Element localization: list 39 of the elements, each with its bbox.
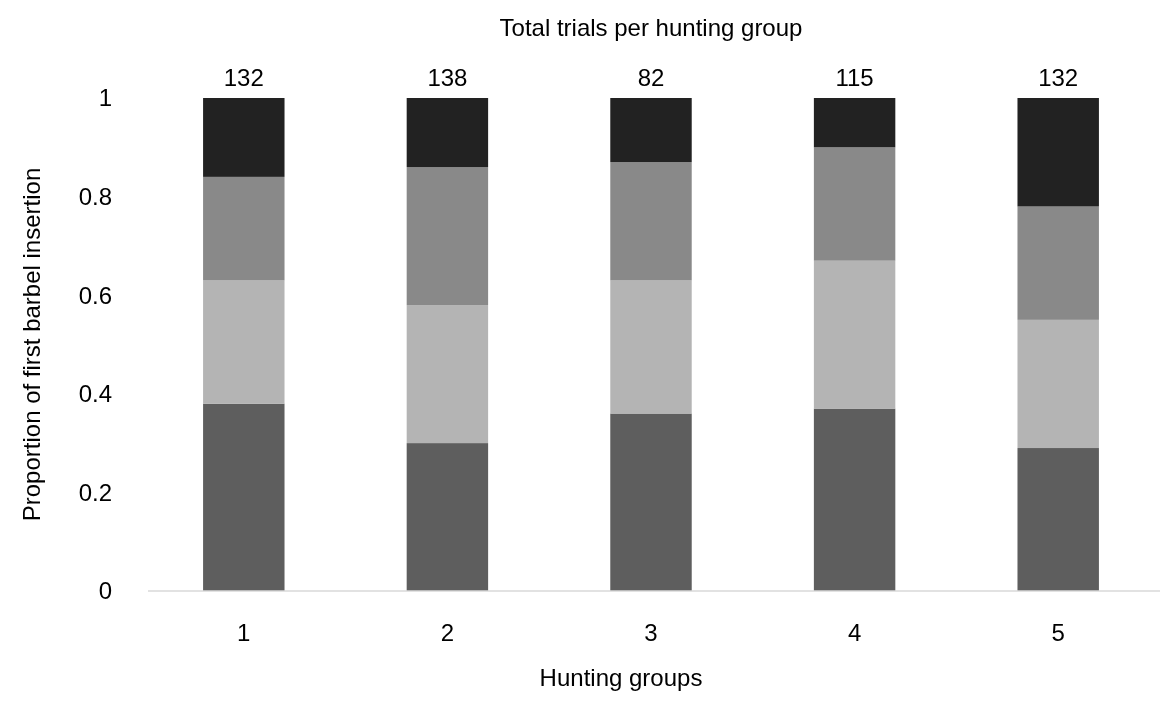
bar: [610, 162, 692, 281]
annotation: 138: [427, 64, 468, 91]
y-axis-title: Proportion of first barbel insertion: [18, 167, 45, 522]
y-tick-label: 0.2: [78, 478, 112, 506]
bar: [1017, 98, 1099, 207]
bar: [1017, 448, 1099, 591]
bar: [1017, 206, 1099, 320]
bar: [813, 98, 896, 148]
bar: [610, 98, 692, 163]
bar: [406, 305, 489, 444]
bar: [203, 280, 285, 404]
y-tick-label: 0.6: [78, 281, 112, 309]
bar: [406, 98, 489, 168]
y-tick-label: 1: [98, 84, 112, 112]
x-tick-label: 2: [440, 619, 455, 646]
y-tick-label: 0.4: [78, 380, 112, 408]
x-axis-title: Hunting groups: [539, 664, 703, 691]
bar: [406, 443, 489, 591]
x-tick-label: 3: [644, 619, 658, 646]
bar: [813, 408, 896, 591]
x-tick-label: 4: [847, 619, 862, 646]
annotation: 132: [223, 64, 264, 91]
annotation: 82: [637, 64, 665, 91]
x-tick-label: 1: [237, 619, 251, 646]
bar: [813, 260, 896, 409]
x-tick-label: 5: [1051, 619, 1065, 646]
bar: [610, 413, 692, 591]
annotation: 132: [1038, 64, 1079, 91]
bar: [406, 167, 489, 306]
bar: [203, 176, 285, 281]
bar: [203, 98, 285, 177]
y-tick-label: 0.8: [78, 183, 112, 210]
annotation: 115: [835, 64, 874, 91]
y-tick-label: 0: [98, 577, 112, 605]
bar: [203, 403, 285, 591]
bar: [610, 280, 692, 414]
bar: [813, 147, 896, 261]
bar: [1017, 319, 1099, 449]
chart-title: Total trials per hunting group: [499, 14, 803, 41]
